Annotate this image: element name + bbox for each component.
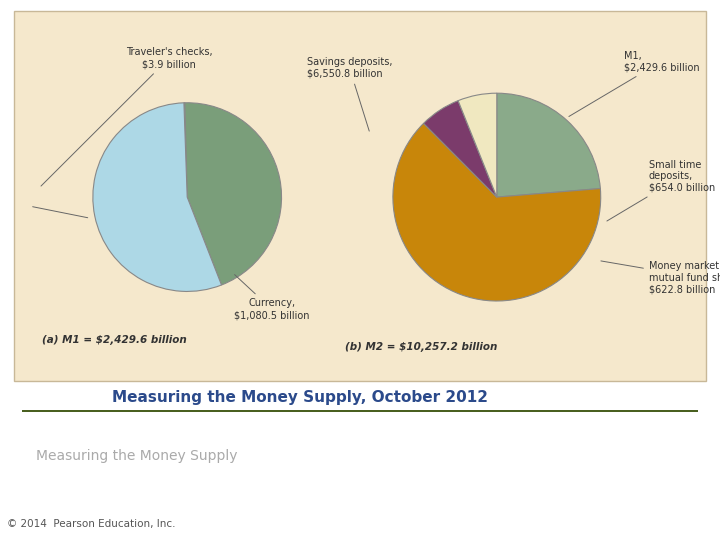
Text: © 2014  Pearson Education, Inc.: © 2014 Pearson Education, Inc. xyxy=(7,519,176,529)
Wedge shape xyxy=(423,100,497,197)
Wedge shape xyxy=(497,93,600,197)
Text: Currency,
$1,080.5 billion: Currency, $1,080.5 billion xyxy=(234,275,310,320)
Text: Measuring the Money Supply, October 2012: Measuring the Money Supply, October 2012 xyxy=(112,390,487,406)
Text: Small time
deposits,
$654.0 billion: Small time deposits, $654.0 billion xyxy=(607,159,715,221)
Text: M1,
$2,429.6 billion: M1, $2,429.6 billion xyxy=(569,51,699,117)
Wedge shape xyxy=(93,103,222,292)
Text: (b) M2 = $10,257.2 billion: (b) M2 = $10,257.2 billion xyxy=(345,342,497,352)
Text: Savings deposits,
$6,550.8 billion: Savings deposits, $6,550.8 billion xyxy=(307,57,392,131)
Text: Money market
mutual fund shares,
$622.8 billion: Money market mutual fund shares, $622.8 … xyxy=(601,261,720,294)
Text: Traveler's checks,
$3.9 billion: Traveler's checks, $3.9 billion xyxy=(41,48,212,186)
Text: Figure 2.1: Figure 2.1 xyxy=(31,393,95,402)
Text: (a) M1 = $2,429.6 billion: (a) M1 = $2,429.6 billion xyxy=(42,335,186,345)
Wedge shape xyxy=(393,123,600,301)
Wedge shape xyxy=(184,103,187,197)
Text: 25 of 40: 25 of 40 xyxy=(633,521,685,531)
Text: Measuring the Money Supply: Measuring the Money Supply xyxy=(36,449,238,463)
Wedge shape xyxy=(458,93,497,197)
Wedge shape xyxy=(185,103,282,285)
